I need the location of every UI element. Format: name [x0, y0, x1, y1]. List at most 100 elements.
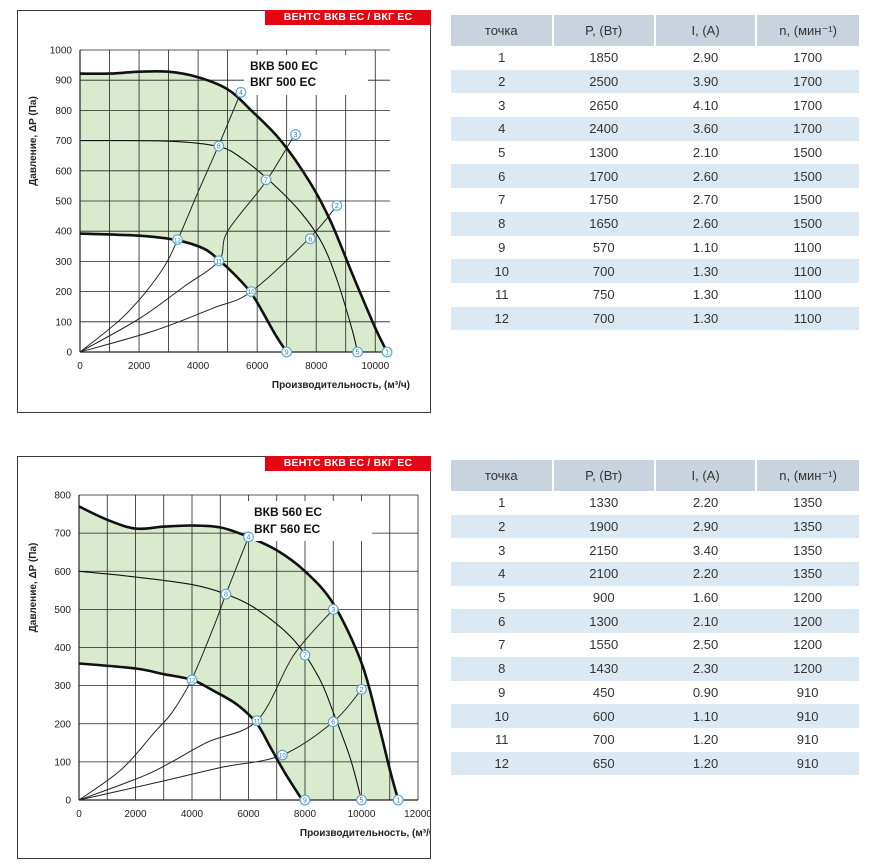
table-cell: 3.40: [692, 542, 719, 558]
brand-badge: ВЕНТС ВКВ ЕС / ВКГ ЕС: [265, 456, 431, 471]
point-label: 8: [224, 592, 228, 599]
model-label-background: [248, 501, 372, 541]
fan-curve-mid: [79, 140, 359, 353]
table-cell: 1.10: [654, 704, 757, 728]
point-label: 5: [360, 798, 364, 805]
table-cell: 5: [498, 145, 506, 161]
table-cell: 12: [451, 306, 553, 331]
table-cell: 7: [498, 637, 506, 653]
chart-panel-500: ВЕНТС ВКВ ЕС / ВКГ ЕС 0 100 200 300 400 500 60…: [17, 10, 431, 413]
y-tick-label: 600: [55, 166, 72, 177]
x-axis-title: Производительность, (м³/ч): [272, 380, 410, 391]
system-line: [78, 609, 334, 801]
point-label: 3: [294, 132, 298, 139]
point-marker: [186, 674, 198, 686]
point-marker: [304, 233, 316, 245]
point-label: 6: [308, 236, 312, 243]
table-cell: 2150: [589, 542, 619, 558]
table-cell: 1700: [793, 97, 823, 113]
y-tick-label: 800: [55, 106, 72, 117]
table-row: 3 2150 3.40 1350: [451, 538, 859, 562]
table-cell: 570: [592, 239, 615, 255]
table-cell: 1430: [552, 656, 655, 681]
table-cell: 2.10: [692, 145, 719, 161]
point-marker: [235, 86, 247, 98]
point-marker: [251, 715, 263, 727]
point-marker: [327, 603, 339, 615]
table-row: 12 700 1.30 1100: [451, 306, 859, 331]
table-cell: 2.20: [654, 562, 757, 586]
table-row: 9 570 1.10 1100: [451, 236, 859, 260]
table-cell: 6: [451, 164, 553, 189]
y-tick-label: 0: [65, 796, 71, 807]
table-row: 8 1650 2.60 1500: [451, 211, 859, 236]
column-header: P, (Вт): [552, 15, 656, 46]
table-cell: 1200: [793, 590, 823, 606]
point-marker: [172, 234, 183, 246]
table-cell: 1700: [552, 164, 655, 189]
y-tick-label: 400: [54, 643, 71, 654]
table-cell: 2400: [552, 117, 655, 141]
table-header-row: точка P, (Вт) I, (А) n, (мин⁻¹): [451, 460, 859, 491]
point-marker: [213, 255, 225, 267]
table-cell: 3: [498, 97, 506, 113]
table-row: 5 900 1.60 1200: [451, 586, 859, 610]
table-row: 11 750 1.30 1100: [451, 283, 859, 307]
table-cell: 2.30: [654, 656, 757, 681]
table-cell: 1900: [552, 514, 655, 539]
point-marker: [392, 794, 404, 806]
operating-area: [80, 71, 387, 352]
table-cell: 1700: [756, 117, 859, 141]
table-cell: 600: [552, 704, 655, 728]
table-cell: 1100: [756, 306, 859, 331]
table-cell: 0.90: [692, 684, 719, 700]
brand-badge: ВЕНТС ВКВ ЕС / ВКГ ЕС: [265, 10, 431, 25]
model-label-line2: ВКГ 560 ЕС: [254, 522, 320, 536]
point-label: 12: [189, 679, 196, 685]
table-cell: 910: [796, 684, 819, 700]
point-marker: [243, 531, 254, 543]
table-cell: 2.60: [654, 211, 757, 236]
y-tick-label: 400: [55, 227, 72, 238]
table-cell: 2.50: [692, 637, 719, 653]
table-cell: 7: [498, 192, 506, 208]
point-marker: [260, 174, 272, 186]
column-header: I, (А): [654, 15, 758, 46]
table-row: 1 1850 2.90 1700: [451, 46, 859, 70]
table-cell: 700: [552, 306, 655, 331]
table-cell: 8: [451, 656, 553, 681]
table-cell: 1300: [589, 145, 619, 161]
x-tick-label: 2000: [128, 361, 151, 372]
point-marker: [281, 346, 293, 358]
table-header-row: точка P, (Вт) I, (А) n, (мин⁻¹): [451, 15, 859, 46]
table-cell: 11: [495, 732, 509, 748]
table-cell: 1500: [756, 164, 859, 189]
model-label-background: [244, 55, 368, 95]
fan-curve-mid: [78, 570, 363, 801]
point-label: 4: [239, 90, 243, 97]
table-row: 10 600 1.10 910: [451, 704, 859, 728]
table-cell: 5: [498, 590, 506, 606]
table-cell: 1100: [793, 239, 822, 255]
table-cell: 450: [592, 684, 615, 700]
table-cell: 1500: [793, 145, 823, 161]
point-label: 9: [303, 798, 307, 805]
y-tick-label: 100: [55, 317, 72, 328]
point-marker: [331, 200, 343, 211]
point-marker: [356, 684, 367, 695]
table-cell: 750: [592, 287, 615, 303]
table-cell: 1.30: [692, 287, 719, 303]
point-marker: [245, 286, 257, 298]
table-cell: 1.20: [692, 732, 719, 748]
point-label: 7: [303, 653, 307, 660]
column-header: n, (мин⁻¹): [756, 15, 859, 46]
point-label: 1: [396, 798, 400, 805]
table-cell: 1350: [756, 514, 859, 539]
table-cell: 2100: [552, 562, 655, 586]
y-tick-label: 300: [55, 257, 72, 268]
table-cell: 1550: [589, 637, 619, 653]
y-tick-label: 700: [55, 136, 72, 147]
table-cell: 2.70: [692, 192, 719, 208]
table-cell: 1200: [756, 609, 859, 634]
